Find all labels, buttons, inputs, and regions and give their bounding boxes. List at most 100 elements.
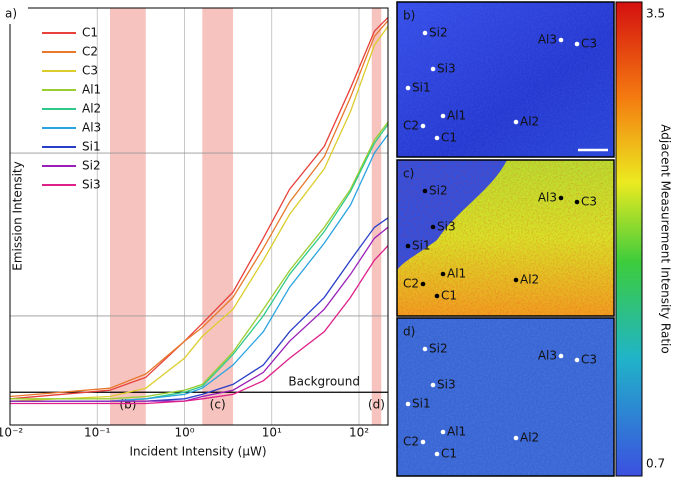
- legend-label: Al3: [82, 121, 101, 135]
- map-texture: [397, 160, 614, 316]
- legend-label: Al1: [82, 83, 101, 97]
- legend-label: Si1: [82, 140, 101, 154]
- map-point: [430, 66, 436, 72]
- region-label: (c): [210, 398, 226, 412]
- map-point-label: C3: [581, 353, 597, 367]
- map-point-label: Al1: [447, 425, 466, 439]
- series-line: [10, 121, 388, 400]
- map-point: [558, 195, 564, 201]
- map-point: [422, 346, 428, 352]
- background-label: Background: [288, 375, 360, 389]
- map-frame: [396, 317, 615, 477]
- map-point-label: Al2: [520, 273, 539, 287]
- legend-label: C3: [82, 64, 98, 78]
- map-point: [430, 224, 436, 230]
- colorbar: 3.5 0.7 Adjacent Measurement Intensity R…: [615, 1, 673, 477]
- legend-label: C1: [82, 26, 98, 40]
- plot-frame: [9, 7, 389, 426]
- map-point-label: Si1: [412, 81, 431, 95]
- colorbar-label: Adjacent Measurement Intensity Ratio: [659, 124, 673, 353]
- series-line: [10, 134, 388, 402]
- map-point: [422, 188, 428, 194]
- shaded-region: [109, 8, 146, 425]
- map-point: [513, 435, 519, 441]
- map-point: [422, 30, 428, 36]
- shaded-region: [371, 8, 382, 425]
- map-point: [434, 293, 440, 299]
- map-point-label: C3: [581, 37, 597, 51]
- panel-label: a): [5, 7, 17, 21]
- map-point: [420, 439, 426, 445]
- series-line: [10, 245, 388, 405]
- map-point-label: C3: [581, 195, 597, 209]
- map-point-label: Si2: [429, 342, 448, 356]
- map-point: [513, 277, 519, 283]
- map-point: [405, 243, 411, 249]
- map-point-label: C2: [403, 435, 419, 449]
- colorbar-min: 0.7: [646, 457, 665, 471]
- map-point-label: Si2: [429, 184, 448, 198]
- map-point: [558, 353, 564, 359]
- map-point: [440, 429, 446, 435]
- map-point: [405, 85, 411, 91]
- map-point: [574, 41, 580, 47]
- map-point-label: Si1: [412, 397, 431, 411]
- map-frame: [396, 159, 615, 317]
- x-tick-label: 10¹: [262, 426, 282, 440]
- shaded-region: [202, 8, 234, 425]
- map-point: [574, 357, 580, 363]
- colorbar-max: 3.5: [646, 7, 665, 21]
- map-point: [405, 401, 411, 407]
- legend-label: Si3: [82, 178, 101, 192]
- map-point: [420, 123, 426, 129]
- map-point-label: Al1: [447, 109, 466, 123]
- map-panel-label: d): [403, 325, 415, 339]
- map-point-label: Al2: [520, 115, 539, 129]
- map-point: [434, 135, 440, 141]
- map-point: [513, 119, 519, 125]
- series-line: [10, 226, 388, 402]
- map-point: [420, 281, 426, 287]
- map-point-label: Al3: [538, 191, 557, 205]
- map-texture: [397, 318, 614, 476]
- map-point-label: C1: [441, 289, 457, 303]
- colorbar-gradient: [615, 1, 643, 477]
- map-point: [430, 382, 436, 388]
- x-tick-label: 10⁻²: [0, 426, 23, 440]
- map-point: [574, 199, 580, 205]
- series-line: [10, 20, 388, 398]
- map-frame: [396, 1, 615, 158]
- x-axis-label: Incident Intensity (μW): [129, 445, 266, 459]
- series-line: [10, 25, 388, 402]
- map-point: [434, 451, 440, 457]
- map-point-label: Al2: [520, 431, 539, 445]
- map-texture: [397, 2, 614, 157]
- map-point-label: Si3: [437, 220, 456, 234]
- maps: b) Si2 Si3 Si1 Al1 C2 C1 Al3 C3 Al2 c) Si2 Si3 Si1 Al1…: [396, 1, 615, 477]
- map-point: [558, 37, 564, 43]
- legend-label: Al2: [82, 102, 101, 116]
- x-tick-label: 10²: [349, 426, 369, 440]
- series-line: [10, 16, 388, 400]
- legend-label: Si2: [82, 159, 101, 173]
- map-point-label: C2: [403, 277, 419, 291]
- map-point-label: Si3: [437, 378, 456, 392]
- map-point: [440, 113, 446, 119]
- map-point-label: Si3: [437, 62, 456, 76]
- map-point-label: C1: [441, 131, 457, 145]
- map-point-label: Al3: [538, 349, 557, 363]
- map-point-label: Al1: [447, 267, 466, 281]
- panel-label-box: [2, 4, 28, 24]
- line-chart: (b) (c) (d)10⁻² 10⁻¹ 10⁰ 10¹ 10²BackgroundC1C2…: [0, 4, 389, 459]
- map-point-label: Si2: [429, 26, 448, 40]
- map-point-label: Si1: [412, 239, 431, 253]
- map-panel-label: c): [403, 167, 414, 181]
- legend-label: C2: [82, 45, 98, 59]
- x-tick-label: 10⁰: [174, 426, 194, 440]
- y-axis-label: Emission Intensity: [11, 161, 25, 270]
- map-point-label: Al3: [538, 33, 557, 47]
- x-tick-label: 10⁻¹: [84, 426, 111, 440]
- region-label: (d): [368, 398, 385, 412]
- map-point: [440, 271, 446, 277]
